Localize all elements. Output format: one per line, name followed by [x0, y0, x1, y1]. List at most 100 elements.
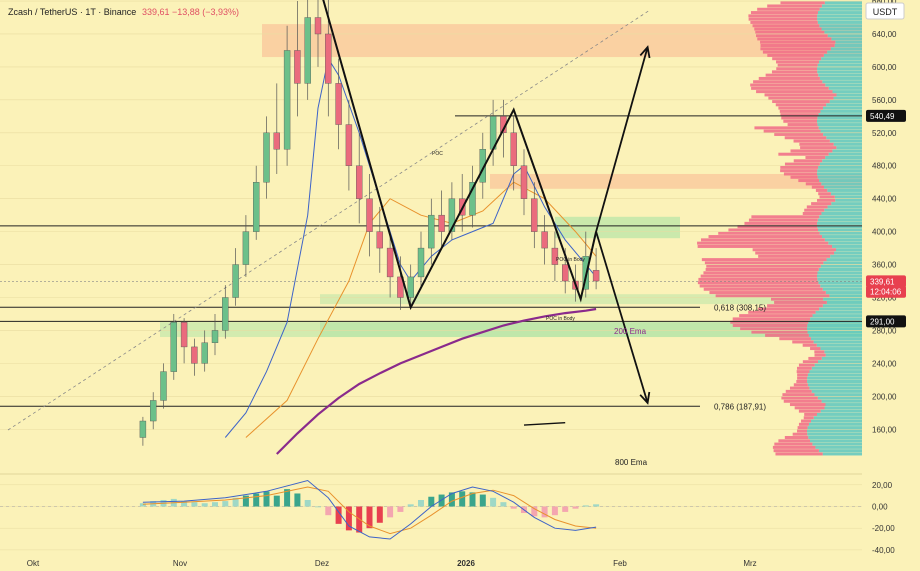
vp-teal-bar — [816, 412, 862, 416]
vp-teal-bar — [822, 452, 862, 456]
vp-red-bar — [781, 396, 818, 400]
vp-red-bar — [760, 40, 836, 44]
vp-teal-bar — [820, 409, 862, 413]
vp-red-bar — [784, 136, 827, 140]
price-tag-label: 12:04:06 — [870, 288, 902, 297]
vp-red-bar — [783, 399, 822, 403]
vp-teal-bar — [834, 251, 862, 255]
osc-y-tick-label: -40,00 — [872, 546, 895, 555]
osc-histogram-bar — [459, 491, 466, 507]
currency-badge-box[interactable] — [865, 2, 905, 20]
candle-body — [191, 346, 198, 364]
candlesticks — [139, 0, 600, 446]
vp-teal-bar — [833, 142, 862, 146]
vp-teal-bar — [807, 432, 862, 436]
candle-body — [366, 198, 373, 232]
vp-red-bar — [748, 14, 818, 18]
vp-teal-bar — [828, 241, 862, 245]
vp-teal-bar — [825, 156, 862, 160]
vp-red-bar — [797, 376, 808, 380]
vp-teal-bar — [831, 37, 862, 41]
vp-teal-bar — [824, 208, 862, 212]
vp-red-bar — [765, 73, 819, 77]
osc-line-1 — [142, 479, 597, 540]
osc-histogram-bar — [490, 497, 497, 507]
candle-body — [211, 330, 219, 343]
vp-teal-bar — [819, 307, 862, 311]
vp-teal-bar — [836, 93, 862, 97]
scenario-arrow-0 — [595, 46, 649, 232]
series-line-3 — [523, 422, 566, 426]
vp-teal-bar — [807, 429, 862, 433]
candle-body — [407, 276, 414, 298]
osc-histogram-bar — [418, 499, 424, 507]
osc-histogram-bar — [263, 491, 270, 507]
x-tick-label: Feb — [613, 559, 627, 568]
osc-histogram-bar — [551, 506, 558, 516]
vp-red-bar — [701, 258, 827, 262]
vp-red-bar — [699, 284, 821, 288]
vp-teal-bar — [829, 100, 862, 104]
vp-teal-bar — [807, 327, 862, 331]
vp-red-bar — [778, 106, 824, 110]
candle-body — [283, 50, 291, 150]
vp-teal-bar — [835, 248, 862, 252]
osc-histogram-bar — [294, 493, 301, 507]
vp-teal-bar — [817, 14, 862, 18]
zone-resistance-1 — [490, 173, 862, 189]
vp-red-bar — [751, 86, 829, 90]
vp-teal-bar — [820, 284, 862, 288]
osc-histogram-bar — [232, 497, 239, 507]
vp-red-bar — [783, 172, 818, 176]
vp-red-bar — [805, 156, 826, 160]
candle-body — [139, 420, 147, 438]
vp-red-bar — [732, 323, 808, 327]
annotations: Zcash / TetherUS · 1T · Binance 339,61 −… — [8, 2, 905, 467]
vp-teal-bar — [817, 123, 862, 127]
vp-red-bar — [774, 442, 813, 446]
candle-body — [304, 17, 311, 84]
osc-histogram-bar — [479, 494, 486, 507]
vp-teal-bar — [819, 7, 862, 11]
osc-histogram-bar — [562, 506, 569, 512]
vp-teal-bar — [820, 347, 862, 351]
vp-teal-bar — [827, 205, 862, 209]
vp-teal-bar — [810, 317, 862, 321]
vp-teal-bar — [813, 416, 862, 420]
candle-body — [551, 247, 559, 265]
vp-red-bar — [757, 7, 820, 11]
vp-teal-bar — [807, 330, 862, 334]
vp-red-bar — [792, 340, 814, 344]
vp-teal-bar — [832, 90, 862, 94]
vp-teal-bar — [817, 63, 862, 67]
vp-teal-bar — [807, 383, 862, 387]
vp-red-bar — [817, 198, 836, 202]
x-tick-label: Mrz — [743, 559, 756, 568]
osc-histogram-bar — [376, 506, 383, 523]
candle-body — [252, 182, 260, 232]
vp-teal-bar — [823, 297, 862, 301]
vp-red-bar — [783, 119, 818, 123]
vp-red-bar — [798, 179, 820, 183]
vp-teal-bar — [817, 172, 862, 176]
candle-body — [201, 342, 208, 364]
y-tick-label: 560,00 — [872, 96, 897, 105]
candle-body — [397, 276, 404, 298]
header-symbol: Zcash / TetherUS · 1T · Binance — [8, 7, 136, 17]
currency-badge[interactable]: USDT — [873, 7, 898, 17]
vp-red-bar — [802, 360, 819, 364]
vp-teal-bar — [817, 218, 862, 222]
vp-red-bar — [802, 212, 822, 216]
vp-teal-bar — [821, 182, 862, 186]
osc-histogram-bar — [531, 506, 538, 517]
vp-red-bar — [777, 63, 818, 67]
vp-red-bar — [750, 83, 826, 87]
vp-red-bar — [772, 100, 830, 104]
header-change: −13,88 (−3,93%) — [172, 7, 239, 17]
vp-teal-bar — [817, 271, 862, 275]
vp-teal-bar — [811, 366, 862, 370]
oscillator-panel — [0, 473, 862, 551]
vp-teal-bar — [823, 53, 862, 57]
candle-body — [520, 165, 528, 199]
